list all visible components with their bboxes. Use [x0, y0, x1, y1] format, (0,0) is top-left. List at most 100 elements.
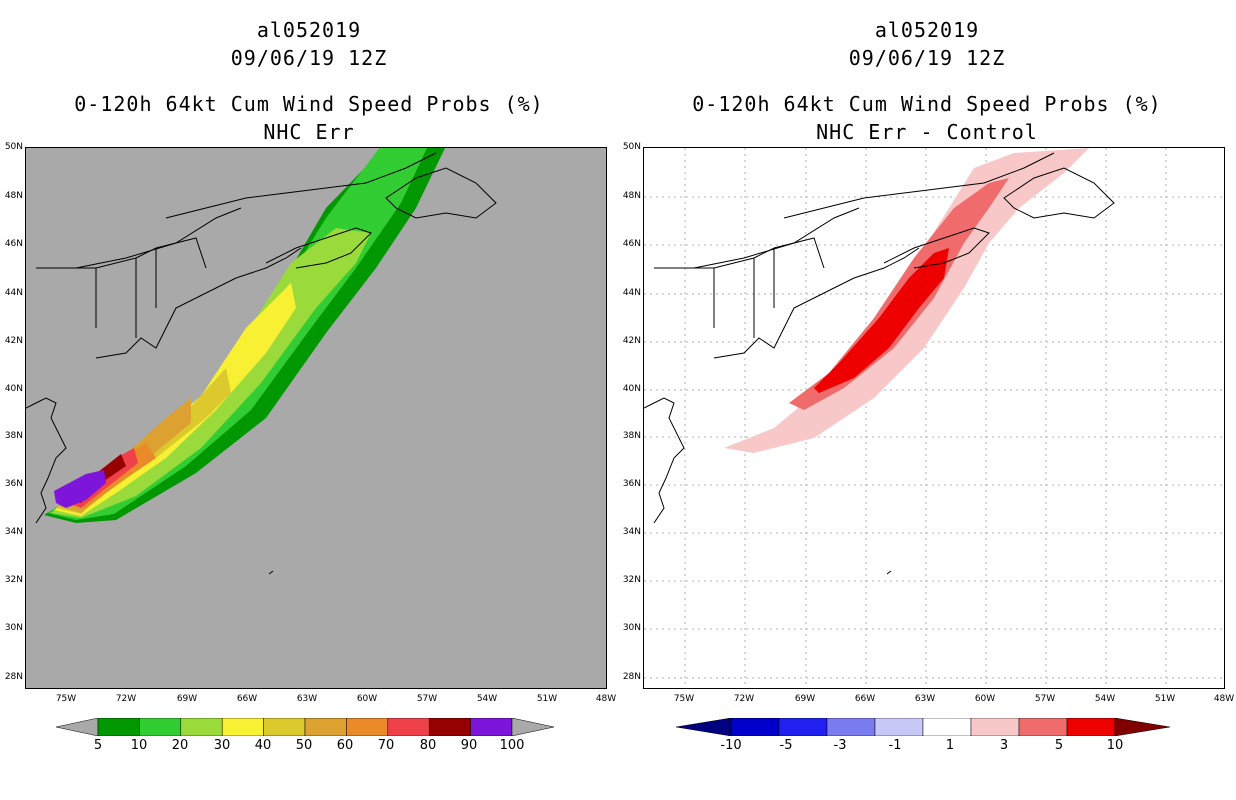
- lon-label: 57W: [1034, 694, 1056, 704]
- lon-label: 66W: [854, 694, 876, 704]
- lon-label: 75W: [673, 694, 695, 704]
- lon-label: 66W: [236, 694, 258, 704]
- new-england-coast: [713, 247, 920, 359]
- state-borders: [36, 237, 207, 338]
- lon-label: 63W: [914, 694, 936, 704]
- colorbar-label: 20: [171, 738, 189, 753]
- colorbar-label: 10: [130, 738, 148, 753]
- colorbar-segment: [387, 718, 430, 736]
- colorbar-label: 100: [499, 738, 525, 753]
- lat-label: 50N: [622, 142, 641, 152]
- colorbar-label: 80: [419, 738, 437, 753]
- lon-label: 57W: [416, 694, 438, 704]
- bermuda-mark: [886, 570, 892, 575]
- colorbar-segment: [139, 718, 182, 736]
- lon-label: 75W: [55, 694, 77, 704]
- lon-label: 60W: [974, 694, 996, 704]
- canada-border: [693, 207, 860, 269]
- lat-label: 50N: [4, 142, 23, 152]
- colorbar-segment: [263, 718, 306, 736]
- newfoundland-coast: [385, 167, 497, 219]
- product-title: 0-120h 64kt Cum Wind Speed Probs (%): [74, 92, 544, 116]
- probability-map: [25, 147, 607, 689]
- colorbar-segment: [97, 718, 140, 736]
- colorbar-segment: [428, 718, 471, 736]
- us-coast: [26, 397, 67, 524]
- lat-label: 28N: [622, 672, 641, 682]
- colorbar-end-right: [511, 718, 555, 736]
- colorbar-segment: [470, 718, 513, 736]
- lat-label: 44N: [4, 288, 23, 298]
- datetime-title: 09/06/19 12Z: [230, 46, 388, 70]
- lat-label: 30N: [4, 623, 23, 633]
- colorbar-end-right: [1114, 718, 1171, 736]
- colorbar-segment: [778, 718, 828, 736]
- gulf-st-lawrence: [783, 152, 1055, 219]
- datetime-title: 09/06/19 12Z: [848, 46, 1006, 70]
- colorbar-segment: [922, 718, 972, 736]
- colorbar-end-left: [676, 718, 732, 736]
- coastline-group: [26, 152, 497, 575]
- lat-label: 44N: [622, 288, 641, 298]
- colorbar-label: 1: [945, 738, 955, 753]
- colorbar-segment: [180, 718, 223, 736]
- colorbar-label: 90: [460, 738, 478, 753]
- colorbar-label: 3: [999, 738, 1009, 753]
- lon-label: 48W: [1213, 694, 1235, 704]
- lon-label: 72W: [115, 694, 137, 704]
- colorbar-label: -5: [779, 738, 793, 753]
- lat-label: 36N: [4, 479, 23, 489]
- colorbar-segment: [221, 718, 264, 736]
- us-coast: [644, 397, 685, 524]
- difference-map: [643, 147, 1225, 689]
- colorbar-label: 30: [213, 738, 231, 753]
- lon-label: 51W: [536, 694, 558, 704]
- lon-label: 72W: [733, 694, 755, 704]
- lon-label: 63W: [296, 694, 318, 704]
- lat-label: 34N: [622, 527, 641, 537]
- lat-label: 28N: [4, 672, 23, 682]
- newfoundland-coast: [1003, 167, 1115, 219]
- lat-label: 32N: [4, 575, 23, 585]
- colorbar-label: 5: [93, 738, 103, 753]
- prob-contour-90: [54, 470, 106, 508]
- colorbar-label: 70: [377, 738, 395, 753]
- colorbar-label: -3: [833, 738, 847, 753]
- bermuda-mark: [268, 570, 274, 575]
- new-england-coast: [95, 247, 302, 359]
- right-colorbar: [676, 718, 1171, 736]
- canada-border: [75, 207, 242, 269]
- variant-title: NHC Err: [263, 120, 355, 144]
- lon-label: 54W: [1094, 694, 1116, 704]
- nova-scotia-coast: [265, 227, 372, 269]
- diff-contour-5: [814, 248, 949, 393]
- lat-label: 42N: [4, 336, 23, 346]
- storm-id-title: al052019: [256, 18, 362, 42]
- colorbar-segment: [304, 718, 347, 736]
- difference-map-svg: [644, 148, 1224, 688]
- nova-scotia-coast: [883, 227, 990, 269]
- lon-label: 69W: [794, 694, 816, 704]
- colorbar-label: 10: [1106, 738, 1124, 753]
- lat-label: 48N: [622, 191, 641, 201]
- lat-label: 38N: [622, 431, 641, 441]
- colorbar-label: -1: [888, 738, 902, 753]
- lat-label: 34N: [4, 527, 23, 537]
- probability-map-svg: [26, 148, 606, 688]
- lon-label: 51W: [1154, 694, 1176, 704]
- colorbar-segment: [826, 718, 876, 736]
- lat-label: 36N: [622, 479, 641, 489]
- right-panel: al052019 09/06/19 12Z 0-120h 64kt Cum Wi…: [618, 0, 1236, 800]
- colorbar-label: -10: [720, 738, 742, 753]
- colorbar-label: 60: [336, 738, 354, 753]
- gulf-st-lawrence: [165, 152, 437, 219]
- left-panel: al052019 09/06/19 12Z 0-120h 64kt Cum Wi…: [4, 18, 616, 753]
- colorbar-segment: [970, 718, 1020, 736]
- storm-id-title: al052019: [874, 18, 980, 42]
- colorbar-end-left: [56, 718, 99, 736]
- lat-label: 38N: [4, 431, 23, 441]
- colorbar-segment: [1018, 718, 1068, 736]
- colorbar-segment: [874, 718, 924, 736]
- left-colorbar: [56, 718, 555, 736]
- coastline-group: [644, 152, 1115, 575]
